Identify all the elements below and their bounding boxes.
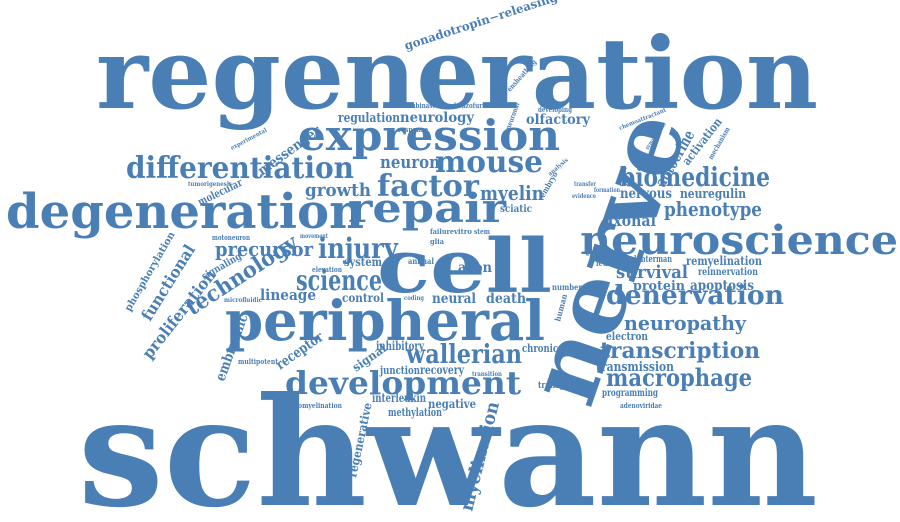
word-precursor: precursor (215, 237, 313, 261)
word-protein: protein (633, 279, 686, 294)
word-apoptosis: apoptosis (690, 278, 754, 294)
word-mouse: mouse (435, 145, 543, 180)
word-programming: programming (602, 388, 658, 399)
word-macrophage: macrophage (606, 363, 752, 392)
word-neuropathy: neuropathy (624, 311, 747, 335)
word-important: important (560, 349, 592, 356)
word-evidence: evidence (572, 193, 596, 200)
word-movement: movement (300, 233, 328, 240)
word-lanterman: lanterman (634, 255, 672, 265)
word-negative: negative (428, 397, 476, 411)
word-neurology: neurology (400, 110, 475, 126)
word-sciatic: sciatic (500, 204, 532, 215)
word-chronic: chronic (522, 342, 558, 355)
word-adenoviridae: adenoviridae (620, 401, 662, 410)
word-formation: formation (594, 187, 620, 194)
word-transition: transition (472, 371, 503, 378)
word-neuregulin: neuregulin (680, 187, 746, 202)
word-development: development (285, 364, 521, 402)
word-lineage: lineage (260, 286, 316, 304)
word-leukemia: leukemia (596, 259, 630, 269)
word-microfluidic: microfluidic (224, 297, 262, 304)
word-survival: survival (616, 262, 688, 283)
word-neural: neural (432, 291, 476, 307)
word-cell: cell (377, 224, 552, 310)
word-science: science (296, 264, 382, 297)
word-phenotype: phenotype (664, 197, 762, 221)
word-biomedicine: biomedicine (620, 163, 770, 193)
word-injury: injury (318, 232, 399, 265)
word-schwann: schwann (78, 365, 818, 522)
word-repair: repair (348, 185, 507, 232)
word-stem: stem (474, 227, 490, 236)
word-remyelination: remyelination (686, 254, 762, 268)
word-electron: electron (606, 330, 648, 343)
word-regeneration: regeneration (96, 17, 818, 132)
word-neuron: neuron (380, 152, 440, 173)
word-multipotent: multipotent (238, 357, 279, 366)
word-junction: junction (379, 364, 420, 377)
word-peripheral: peripheral (225, 288, 545, 353)
word-growth: growth (305, 180, 371, 201)
word-axonal: axonal (604, 211, 656, 230)
word-methylation: methylation (388, 406, 442, 419)
word-developing: developing (538, 105, 572, 114)
word-myelin: myelin (480, 181, 544, 205)
word-reinnervation: reinnervation (698, 267, 759, 278)
word-transfer: transfer (574, 181, 597, 188)
word-differentiation: differentiation (126, 151, 354, 186)
word-denervation: denervation (606, 281, 784, 311)
word-recovery: recovery (420, 363, 465, 377)
word-number: number (552, 282, 583, 292)
word-response: response (398, 125, 428, 134)
word-regulation: regulation (338, 111, 400, 126)
word-transcription: transcription (600, 338, 760, 364)
word-hypomyelination: hypomyelination (286, 401, 342, 410)
word-degeneration: degeneration (6, 184, 364, 240)
word-failure: failure (430, 227, 454, 236)
word-system: system (344, 255, 382, 269)
word-death: death (486, 291, 526, 307)
word-neuroscience: neuroscience (580, 217, 898, 264)
word-elevation: elevation (312, 265, 342, 274)
word-expression: expression (298, 111, 560, 160)
word-animal: animal (408, 256, 434, 266)
word-factor: factor (377, 169, 480, 204)
word-wallerian: wallerian (405, 340, 522, 370)
word-olfactory: olfactory (526, 112, 591, 128)
word-vitro: vitro (453, 227, 472, 236)
word-glia: glia (430, 237, 444, 246)
word-motoneuron: motoneuron (212, 233, 250, 242)
word-benzofuran: benzofuran (454, 101, 490, 110)
word-coding: coding (404, 295, 425, 302)
word-axon: axon (458, 260, 492, 276)
word-epithelial: epithelial (586, 251, 615, 258)
word-transmission: transmission (596, 360, 674, 375)
word-tumorigenesis: tumorigenesis (188, 181, 233, 188)
word-nervous: nervous (620, 186, 672, 202)
word-inhibitory: inhibitory (376, 339, 425, 353)
word-transgenic: transgenic (538, 381, 582, 391)
word-recombinase: recombinase (396, 101, 436, 110)
word-control: control (342, 291, 384, 305)
word-interleukin: interleukin (372, 391, 426, 405)
